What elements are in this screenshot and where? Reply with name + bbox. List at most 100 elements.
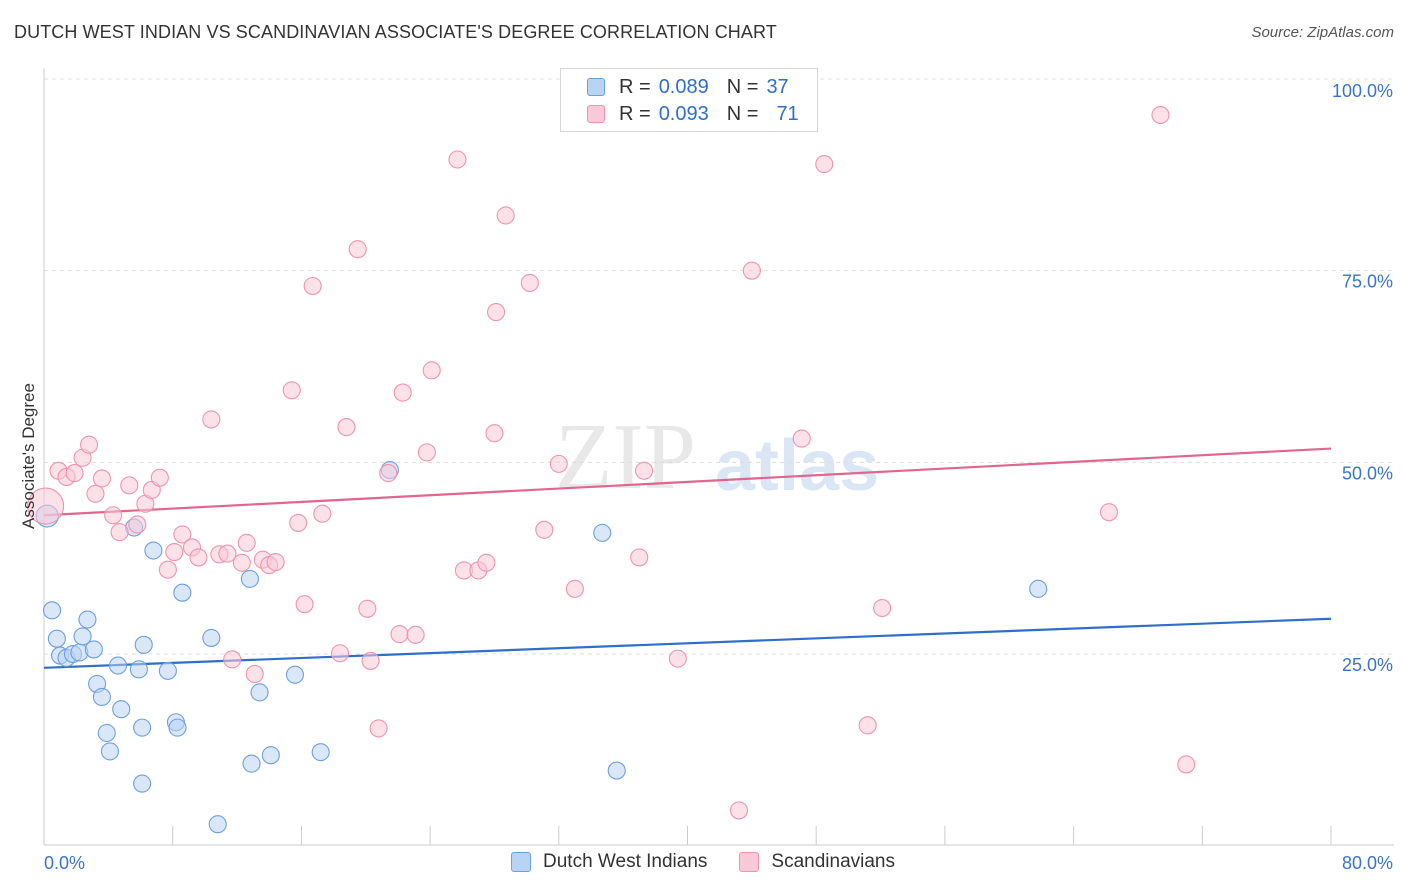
point-scandinavians [729,801,749,820]
point-scandinavians [79,435,99,454]
point-scandinavians [173,525,192,544]
point-scandinavians [266,552,285,572]
point-dutch-west-indians [134,635,153,654]
point-scandinavians [158,560,177,579]
point-dutch-west-indians [73,627,92,646]
series-legend-dutch-west-indians: Dutch West Indians [511,851,707,873]
series-swatch-blue [511,852,531,872]
point-scandinavians [218,544,237,563]
series-legend-label: Scandinavians [771,851,895,872]
point-scandinavians [237,533,256,552]
correlation-legend: R = 0.089 N = 37 R = 0.093 N = 71 [560,68,818,132]
point-dutch-west-indians [242,754,261,773]
point-dutch-west-indians [158,661,177,680]
point-dutch-west-indians [47,629,66,648]
trend-line-dutch-west-indians [43,617,1332,669]
point-scandinavians [477,553,496,572]
legend-n-label: N = [726,75,759,98]
point-dutch-west-indians [250,683,269,702]
series-legend-scandinavians: Scandinavians [739,851,895,873]
point-dutch-west-indians [311,743,330,762]
x-tick-label: 0.0% [44,853,85,873]
legend-r-label: R = [619,75,651,98]
point-scandinavians [792,429,811,448]
point-dutch-west-indians [129,660,148,679]
point-scandinavians [379,464,398,483]
point-scandinavians [668,649,687,668]
point-scandinavians [535,520,554,539]
point-scandinavians [165,543,184,562]
series-legend: Dutch West Indians Scandinavians [0,851,1406,873]
point-scandinavians [858,716,877,735]
point-scandinavians [358,599,377,618]
point-scandinavians [289,513,308,532]
zipatlas-watermark: ZIP atlas [555,405,879,509]
watermark-zip: ZIP [555,405,696,509]
point-dutch-west-indians [173,583,192,602]
point-scandinavians [390,625,409,644]
point-dutch-west-indians [285,665,305,684]
point-dutch-west-indians [133,718,152,737]
point-dutch-west-indians [108,656,128,675]
point-scandinavians [369,719,388,738]
point-scandinavians [742,261,761,280]
legend-r-value: 0.089 [658,75,709,98]
point-scandinavians [635,461,654,480]
point-scandinavians [202,410,221,429]
chart-title: DUTCH WEST INDIAN VS SCANDINAVIAN ASSOCI… [14,22,777,42]
point-scandinavians [448,150,467,169]
point-scandinavians [282,381,301,400]
point-scandinavians [873,598,892,618]
trend-lines [43,447,1332,669]
legend-swatch-blue [587,78,605,96]
point-dutch-west-indians [607,761,626,780]
point-scandinavians [128,515,147,534]
point-scandinavians [520,273,539,292]
point-scandinavians [417,443,436,462]
y-tick-label: 100.0% [1332,81,1393,101]
point-dutch-west-indians [112,700,131,719]
point-scandinavians [815,155,834,174]
point-scandinavians [361,651,380,670]
legend-n-label: N = [726,102,759,125]
point-dutch-west-indians [78,610,97,629]
axis-labels: 25.0% 50.0% 75.0% 100.0% 0.0% 80.0% [44,81,1393,873]
point-scandinavians [565,579,584,598]
point-scandinavians [1099,503,1119,522]
point-scandinavians [337,418,356,437]
legend-n-value: 37 [766,75,789,98]
legend-swatch-pink [587,105,605,123]
point-scandinavians [348,240,367,259]
point-scandinavians [295,595,314,614]
point-dutch-west-indians [208,815,227,834]
point-scandinavians [232,553,251,572]
point-scandinavians [223,650,242,669]
point-scandinavians [485,424,504,443]
point-dutch-west-indians [202,628,221,647]
point-scandinavians [92,469,111,488]
data-points [27,102,1196,834]
series-swatch-pink [739,852,760,872]
point-dutch-west-indians [168,718,187,737]
point-dutch-west-indians [1029,579,1048,598]
point-dutch-west-indians [100,742,120,761]
point-dutch-west-indians [42,601,62,620]
source-credit: Source: ZipAtlas.com [1251,24,1394,41]
legend-n-value: 71 [776,102,799,125]
point-scandinavians [630,548,649,567]
point-dutch-west-indians [144,541,163,560]
point-dutch-west-indians [84,640,103,659]
point-scandinavians [406,625,425,644]
trend-line-scandinavians [43,447,1332,517]
point-dutch-west-indians [261,746,280,765]
point-dutch-west-indians [92,687,111,707]
axes [43,68,1394,846]
point-scandinavians [86,484,105,503]
point-scandinavians [393,383,412,402]
legend-r-label: R = [619,102,651,125]
point-dutch-west-indians [97,723,116,743]
point-scandinavians [27,487,65,525]
point-scandinavians [120,476,139,495]
point-dutch-west-indians [240,569,259,588]
